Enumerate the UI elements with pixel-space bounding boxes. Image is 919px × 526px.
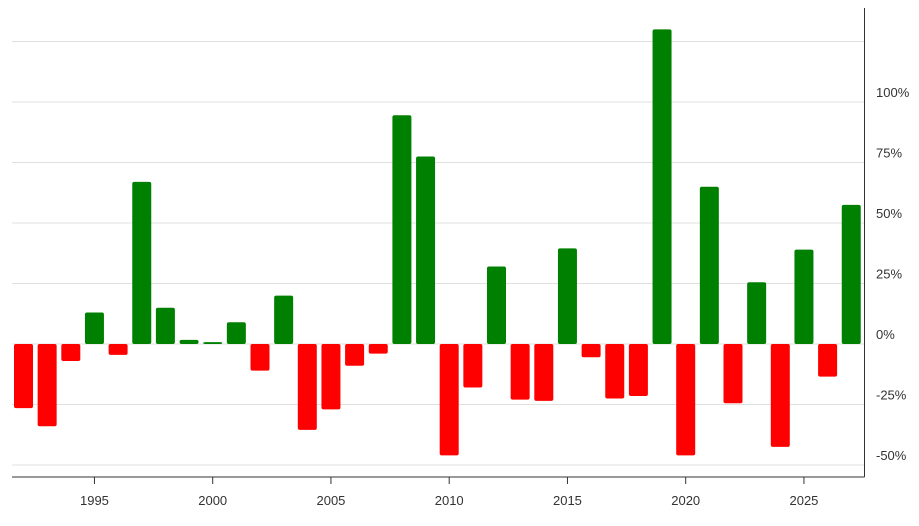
bar-2008[interactable] <box>392 115 412 344</box>
bar-2002[interactable] <box>250 344 270 371</box>
gridlines <box>12 41 864 466</box>
y-tick-label: -25% <box>876 388 907 403</box>
y-axis-ticks: -50% -25% 0% 25% 50% 75% 100% <box>876 85 910 463</box>
x-tick-label: 2010 <box>435 493 464 508</box>
bar-2001[interactable] <box>226 322 246 344</box>
bar-2018[interactable] <box>628 344 648 397</box>
x-tick-label: 1995 <box>80 493 109 508</box>
bar-2000[interactable] <box>203 342 223 344</box>
bar-1996[interactable] <box>108 344 128 355</box>
y-tick-label: -50% <box>876 448 907 463</box>
bar-1999[interactable] <box>179 339 199 344</box>
bar-2009[interactable] <box>416 156 436 344</box>
bar-1998[interactable] <box>155 307 175 344</box>
bar-2020[interactable] <box>676 344 696 456</box>
bar-2005[interactable] <box>321 344 341 410</box>
bars <box>14 29 861 456</box>
bar-2019[interactable] <box>652 29 672 345</box>
bar-2021[interactable] <box>699 186 719 344</box>
y-tick-label: 0% <box>876 327 895 342</box>
bar-2022[interactable] <box>723 344 743 404</box>
bar-2023[interactable] <box>747 282 767 344</box>
x-axis-ticks: 1995 2000 2005 2010 2015 2020 2025 <box>80 477 818 508</box>
bar-2026[interactable] <box>818 344 838 377</box>
bar-2024[interactable] <box>770 344 790 447</box>
bar-2015[interactable] <box>557 248 577 344</box>
bar-1997[interactable] <box>132 181 152 344</box>
x-tick-label: 2005 <box>316 493 345 508</box>
axes <box>12 8 865 478</box>
bar-2013[interactable] <box>510 344 530 400</box>
bar-2016[interactable] <box>581 344 601 358</box>
bar-2017[interactable] <box>605 344 625 399</box>
x-tick-label: 2025 <box>789 493 818 508</box>
bar-2012[interactable] <box>487 266 506 344</box>
y-tick-label: 75% <box>876 146 902 161</box>
bar-1995[interactable] <box>84 312 104 344</box>
bar-2007[interactable] <box>368 344 388 354</box>
bar-2025[interactable] <box>794 249 814 344</box>
y-tick-label: 100% <box>876 85 910 100</box>
x-tick-label: 2020 <box>671 493 700 508</box>
bar-1993[interactable] <box>37 344 57 427</box>
y-tick-label: 50% <box>876 206 902 221</box>
x-tick-label: 2000 <box>198 493 227 508</box>
y-tick-label: 25% <box>876 267 902 282</box>
bar-1992[interactable] <box>14 344 33 409</box>
bar-2027[interactable] <box>841 204 861 344</box>
bar-2010[interactable] <box>439 344 459 456</box>
bar-1994[interactable] <box>61 344 81 361</box>
bar-2004[interactable] <box>297 344 317 430</box>
x-tick-label: 2015 <box>553 493 582 508</box>
bar-2011[interactable] <box>463 344 483 388</box>
bar-2006[interactable] <box>345 344 365 366</box>
bar-2003[interactable] <box>274 295 294 344</box>
bar-2014[interactable] <box>534 344 554 401</box>
